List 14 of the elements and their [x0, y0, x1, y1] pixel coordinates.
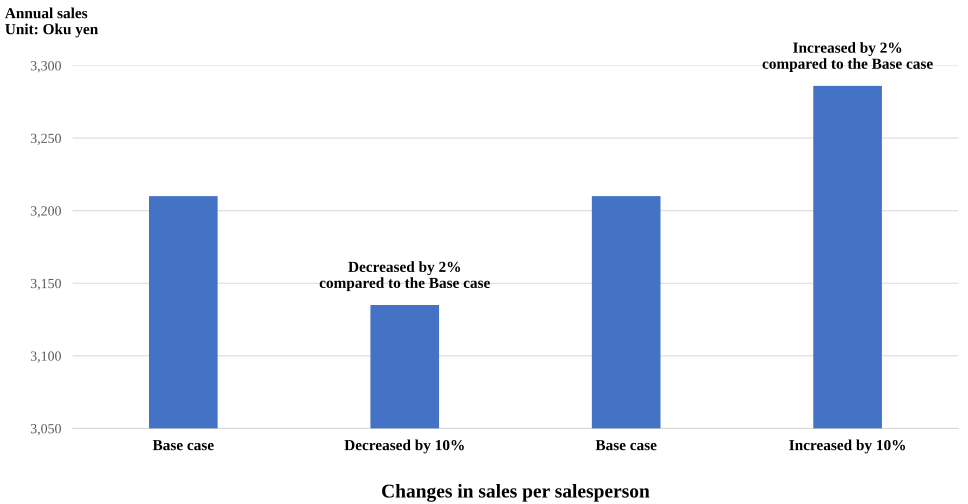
- x-tick-label: Base case: [152, 440, 214, 450]
- x-tick-label: Base case: [596, 440, 657, 450]
- y-tick-label: 3,150: [30, 278, 61, 290]
- y-tick-label: 3,100: [30, 351, 61, 363]
- y-tick-label: 3,200: [30, 206, 61, 218]
- annotation: Decreased by 2% compared to the Base case: [320, 261, 490, 292]
- x-tick-label: Increased by 10%: [789, 440, 906, 454]
- y-tick-label: 3,300: [30, 61, 61, 72]
- x-axis-title: Changes in sales per salesperson: [382, 484, 650, 502]
- x-tick-label: Decreased by 10%: [344, 440, 464, 454]
- y-tick-label: 3,250: [30, 134, 61, 146]
- y-axis-title: Annual sales Unit: Oku yen: [4, 8, 98, 38]
- annotation: Increased by 2% compared to the Base case: [762, 42, 933, 72]
- y-tick-label: 3,050: [30, 424, 61, 436]
